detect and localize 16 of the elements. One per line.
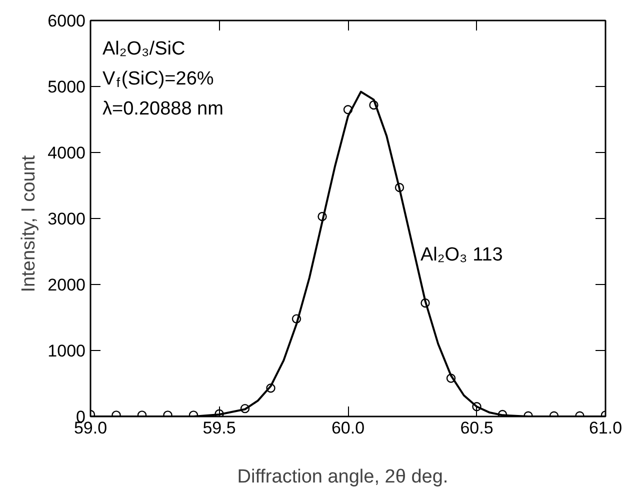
x-tick-label: 60.5 (460, 418, 494, 438)
x-axis-title: Diffraction angle, 2θ deg. (237, 466, 448, 488)
x-tick-label: 61.0 (588, 418, 622, 438)
annotation: λ=0.20888 nm (102, 98, 224, 120)
y-axis-title: Intensity, I count (18, 154, 40, 292)
y-tick-label: 4000 (48, 144, 86, 162)
x-tick-label: 60.0 (331, 418, 365, 438)
y-tick-label: 2000 (48, 276, 86, 294)
y-tick-label: 3000 (48, 210, 86, 228)
annotation: Vf(SiC)=26% (102, 68, 214, 90)
y-tick-label: 5000 (48, 78, 86, 96)
annotation: Al₂O₃ 113 (420, 244, 503, 266)
x-tick-label: 59.5 (202, 418, 236, 438)
annotation: Al₂O₃/SiC (102, 38, 186, 60)
y-tick-label: 6000 (48, 12, 86, 30)
y-tick-label: 1000 (48, 342, 86, 360)
